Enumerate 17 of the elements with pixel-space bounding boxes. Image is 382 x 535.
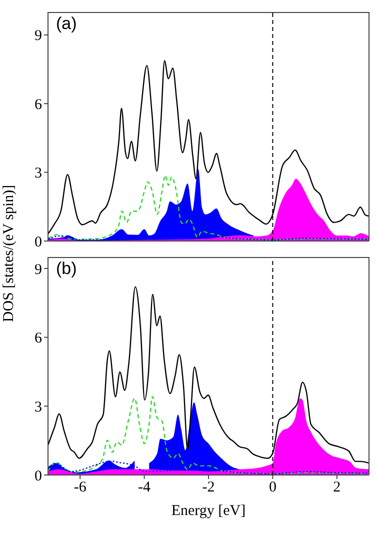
y-tick-label: 6 (34, 330, 42, 347)
x-tick-label: 2 (333, 480, 341, 496)
y-axis-title: DOS [states/(eV spin)] (2, 184, 18, 322)
x-tick-label: -4 (138, 480, 152, 496)
y-tick-label: 6 (34, 96, 42, 113)
y-tick-label: 3 (34, 166, 42, 182)
y-tick-label: 9 (34, 262, 42, 278)
y-tick-label: 0 (34, 234, 42, 250)
x-axis-title: Energy [eV] (171, 503, 246, 519)
x-tick-label: 0 (268, 480, 276, 496)
x-tick-label: -6 (74, 480, 87, 496)
y-tick-label: 3 (34, 399, 42, 416)
y-tick-label: 9 (34, 28, 42, 44)
annotation: (a) (56, 14, 77, 34)
annotation: (b) (56, 259, 77, 279)
x-tick-label: -2 (202, 480, 215, 496)
y-tick-label: 0 (34, 468, 42, 484)
